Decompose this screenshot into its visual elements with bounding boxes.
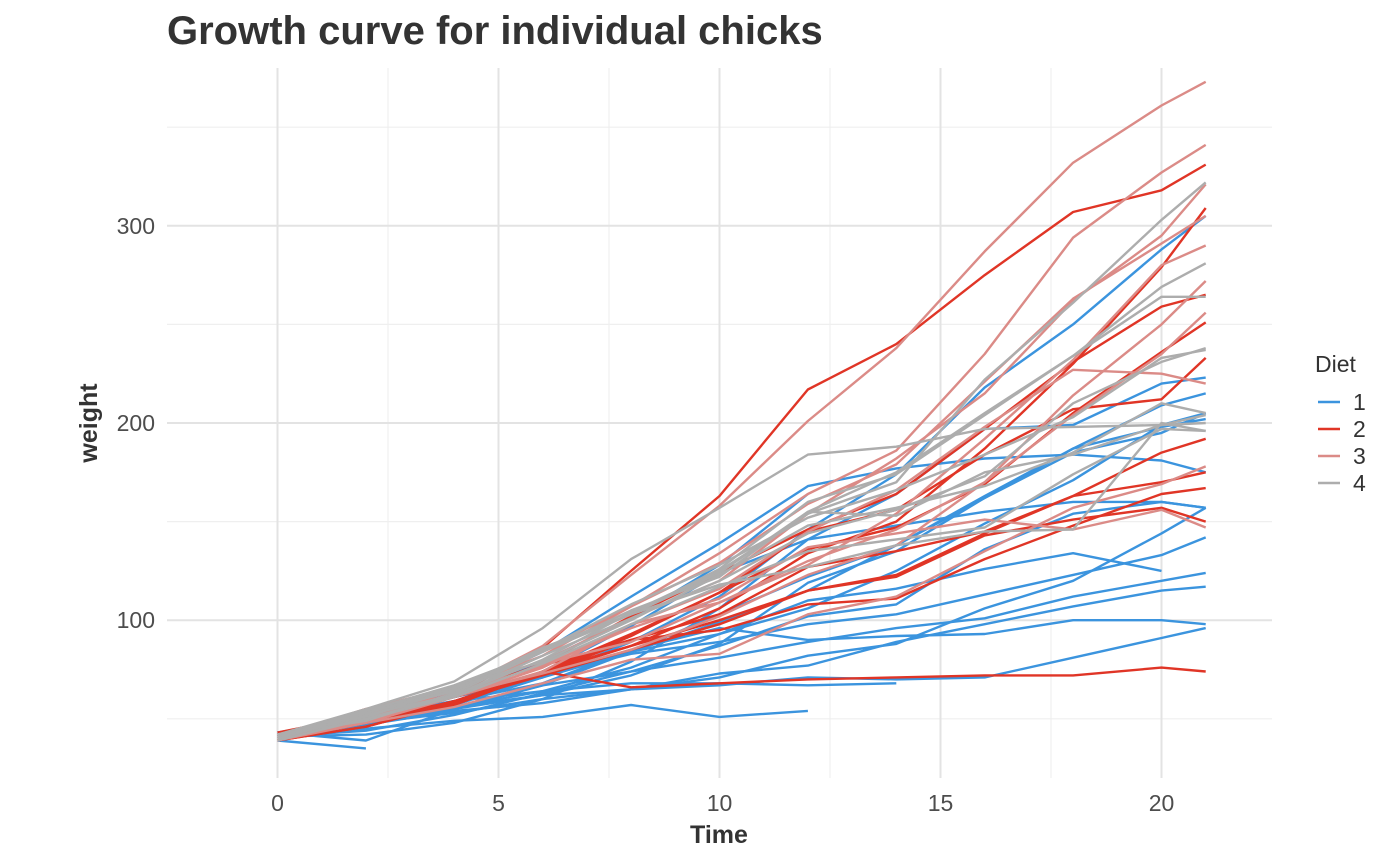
series-line-diet-1	[277, 703, 808, 738]
series-lines	[277, 80, 1207, 750]
series-line-diet-4	[277, 421, 1206, 736]
series-line-diet-1	[277, 739, 367, 750]
series-line-diet-1	[277, 585, 1206, 738]
series-line-diet-4	[277, 181, 1207, 742]
series-line-diet-4	[277, 295, 1206, 738]
y-tick-labels: 100 200 300	[117, 213, 155, 633]
series-line-diet-1	[277, 392, 1207, 740]
x-axis-title: Time	[690, 821, 748, 849]
series-line-diet-3	[277, 244, 1207, 738]
series-line-diet-1	[277, 506, 1207, 734]
legend-label-2: 2	[1353, 416, 1366, 442]
series-line-diet-3	[277, 280, 1207, 736]
series-line-diet-4	[277, 346, 1207, 740]
x-tick-label: 10	[707, 790, 733, 816]
x-tick-label: 5	[492, 790, 505, 816]
x-tick-label: 20	[1149, 790, 1175, 816]
y-tick-label: 300	[117, 213, 155, 239]
series-line-diet-4	[277, 427, 1206, 738]
series-line-diet-3	[277, 143, 1207, 738]
legend-label-4: 4	[1353, 470, 1366, 496]
y-tick-label: 100	[117, 607, 155, 633]
series-line-diet-2	[277, 506, 1207, 736]
legend-label-3: 3	[1353, 443, 1366, 469]
x-tick-label: 0	[271, 790, 284, 816]
x-tick-label: 15	[928, 790, 954, 816]
legend-label-1: 1	[1353, 389, 1366, 415]
y-tick-label: 200	[117, 410, 155, 436]
series-line-diet-3	[277, 465, 1207, 738]
series-line-diet-4	[277, 348, 1206, 740]
y-axis-title: weight	[75, 383, 103, 464]
series-line-diet-2	[277, 207, 1207, 742]
legend-title: Diet	[1315, 351, 1357, 377]
x-tick-labels: 0 5 10 15 20	[271, 790, 1174, 816]
series-line-diet-1	[277, 571, 1206, 738]
chart-title: Growth curve for individual chicks	[167, 9, 823, 53]
series-line-diet-4	[277, 402, 1206, 738]
